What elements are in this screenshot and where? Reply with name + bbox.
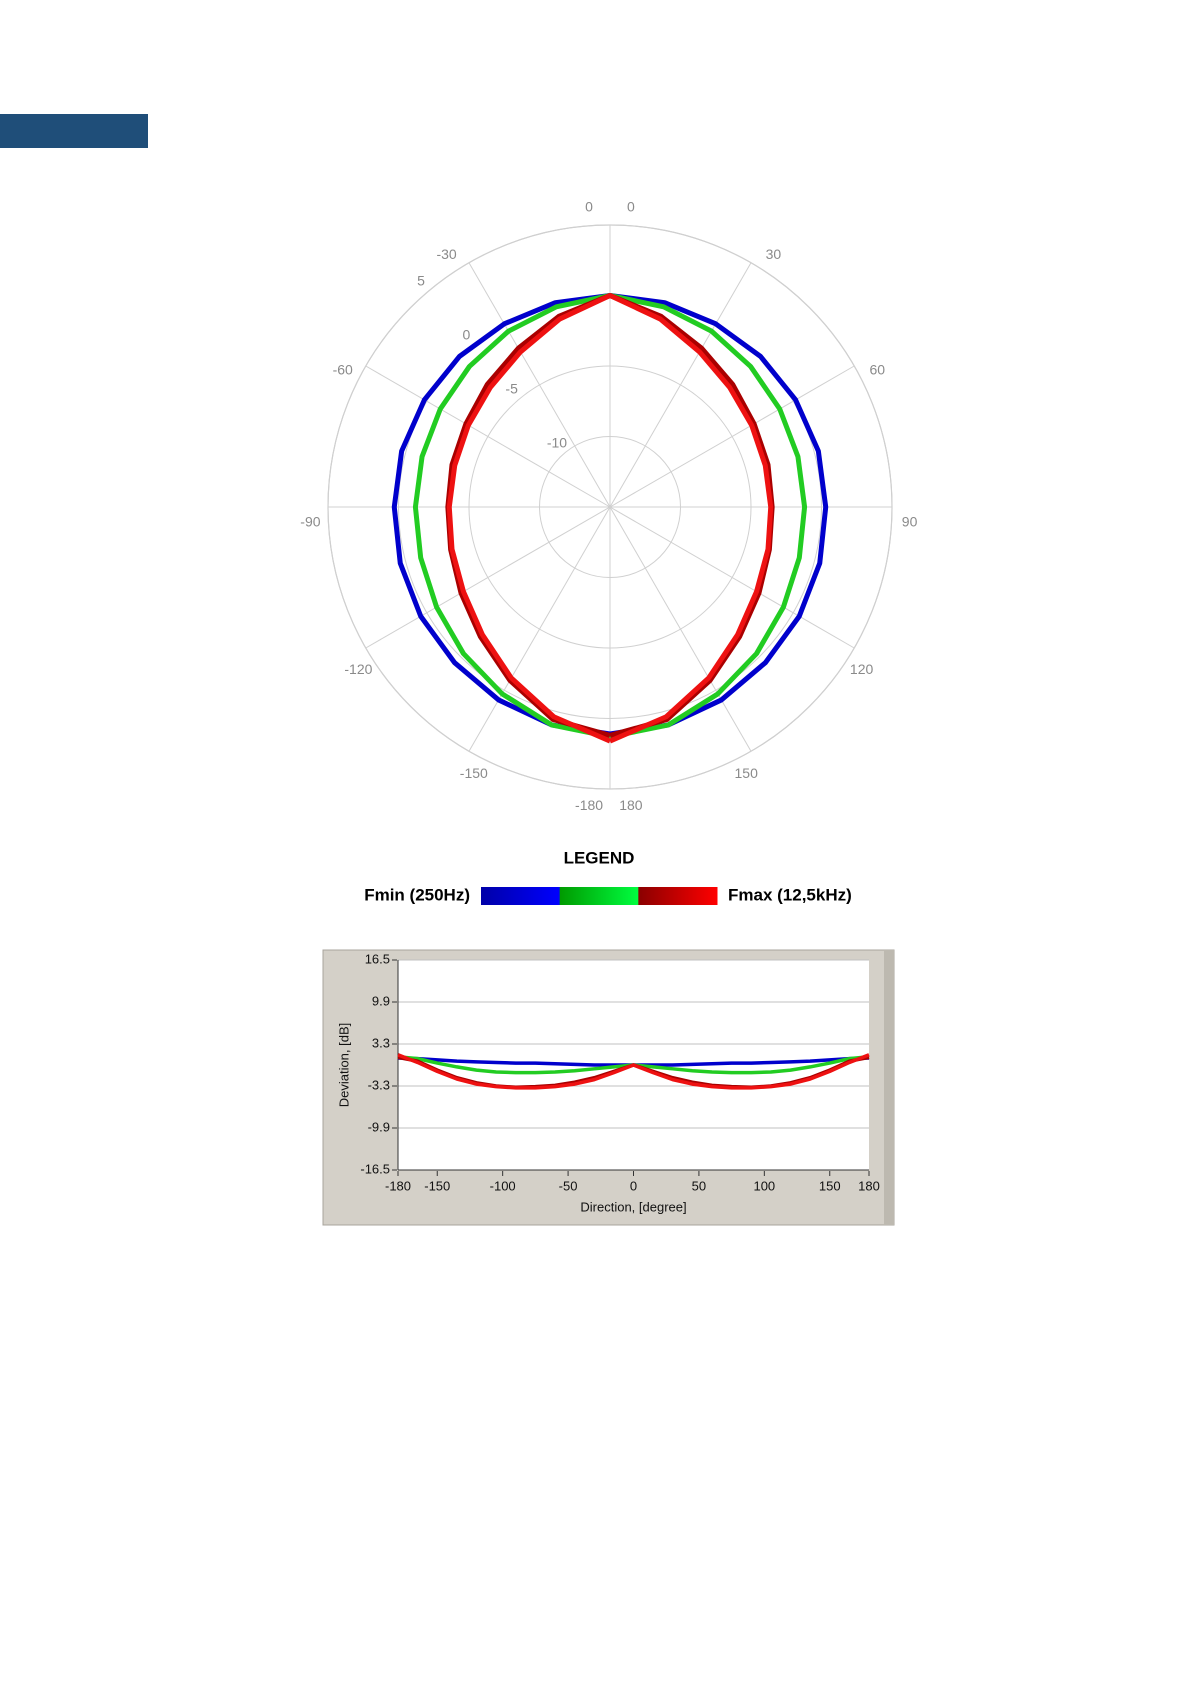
x-tick-label: -150 bbox=[424, 1178, 450, 1193]
angle-tick-label: 180 bbox=[619, 797, 643, 813]
y-axis-label: Deviation, [dB] bbox=[336, 1023, 351, 1108]
y-tick-label: 3.3 bbox=[372, 1035, 390, 1050]
y-tick-label: 16.5 bbox=[365, 951, 390, 966]
legend-color-bar bbox=[559, 887, 639, 905]
legend-max-label: Fmax (12,5kHz) bbox=[728, 885, 852, 904]
header-bar bbox=[0, 114, 148, 148]
angle-tick-label: -120 bbox=[344, 661, 372, 677]
x-tick-label: -180 bbox=[385, 1178, 411, 1193]
x-tick-label: 180 bbox=[858, 1178, 880, 1193]
x-tick-label: 50 bbox=[692, 1178, 706, 1193]
angle-tick-label: 120 bbox=[850, 661, 874, 677]
angle-tick-label: -150 bbox=[460, 765, 488, 781]
angle-tick-label: -30 bbox=[436, 246, 456, 262]
x-tick-label: -50 bbox=[559, 1178, 578, 1193]
radial-tick-label: 0 bbox=[462, 326, 470, 342]
polar-spoke bbox=[609, 365, 855, 508]
panel-edge bbox=[884, 950, 894, 1225]
radial-tick-label: 5 bbox=[417, 272, 425, 288]
y-tick-label: -3.3 bbox=[368, 1077, 390, 1092]
x-tick-label: 100 bbox=[753, 1178, 775, 1193]
angle-tick-label: 0 bbox=[585, 198, 593, 214]
y-tick-label: 9.9 bbox=[372, 993, 390, 1008]
y-tick-label: -9.9 bbox=[368, 1119, 390, 1134]
x-tick-label: 0 bbox=[630, 1178, 637, 1193]
polar-curve bbox=[446, 293, 774, 744]
x-tick-label: -100 bbox=[490, 1178, 516, 1193]
angle-tick-label: 60 bbox=[870, 362, 886, 378]
angle-tick-label: 150 bbox=[735, 765, 759, 781]
polar-spoke bbox=[365, 365, 611, 508]
y-tick-label: -16.5 bbox=[360, 1161, 390, 1176]
x-tick-label: 150 bbox=[819, 1178, 841, 1193]
polar-spoke bbox=[468, 262, 611, 508]
angle-tick-label: -60 bbox=[333, 362, 353, 378]
x-axis-label: Direction, [degree] bbox=[580, 1199, 686, 1214]
radial-tick-label: -10 bbox=[547, 435, 567, 451]
angle-tick-label: -90 bbox=[300, 513, 320, 529]
legend-title: LEGEND bbox=[564, 848, 635, 867]
radial-tick-label: -5 bbox=[505, 380, 518, 396]
polar-spoke bbox=[609, 506, 855, 649]
legend-min-label: Fmin (250Hz) bbox=[364, 885, 470, 904]
angle-tick-label: 30 bbox=[766, 246, 782, 262]
polar-spoke bbox=[468, 506, 611, 752]
angle-tick-label: 90 bbox=[902, 513, 918, 529]
legend-color-bar bbox=[638, 887, 718, 905]
angle-tick-label: -180 bbox=[575, 797, 603, 813]
polar-spoke bbox=[609, 262, 752, 508]
polar-spoke bbox=[609, 506, 752, 752]
polar-spoke bbox=[365, 506, 611, 649]
line-series bbox=[397, 1053, 870, 1090]
legend-color-bar bbox=[481, 887, 561, 905]
angle-tick-label: 0 bbox=[627, 198, 635, 214]
